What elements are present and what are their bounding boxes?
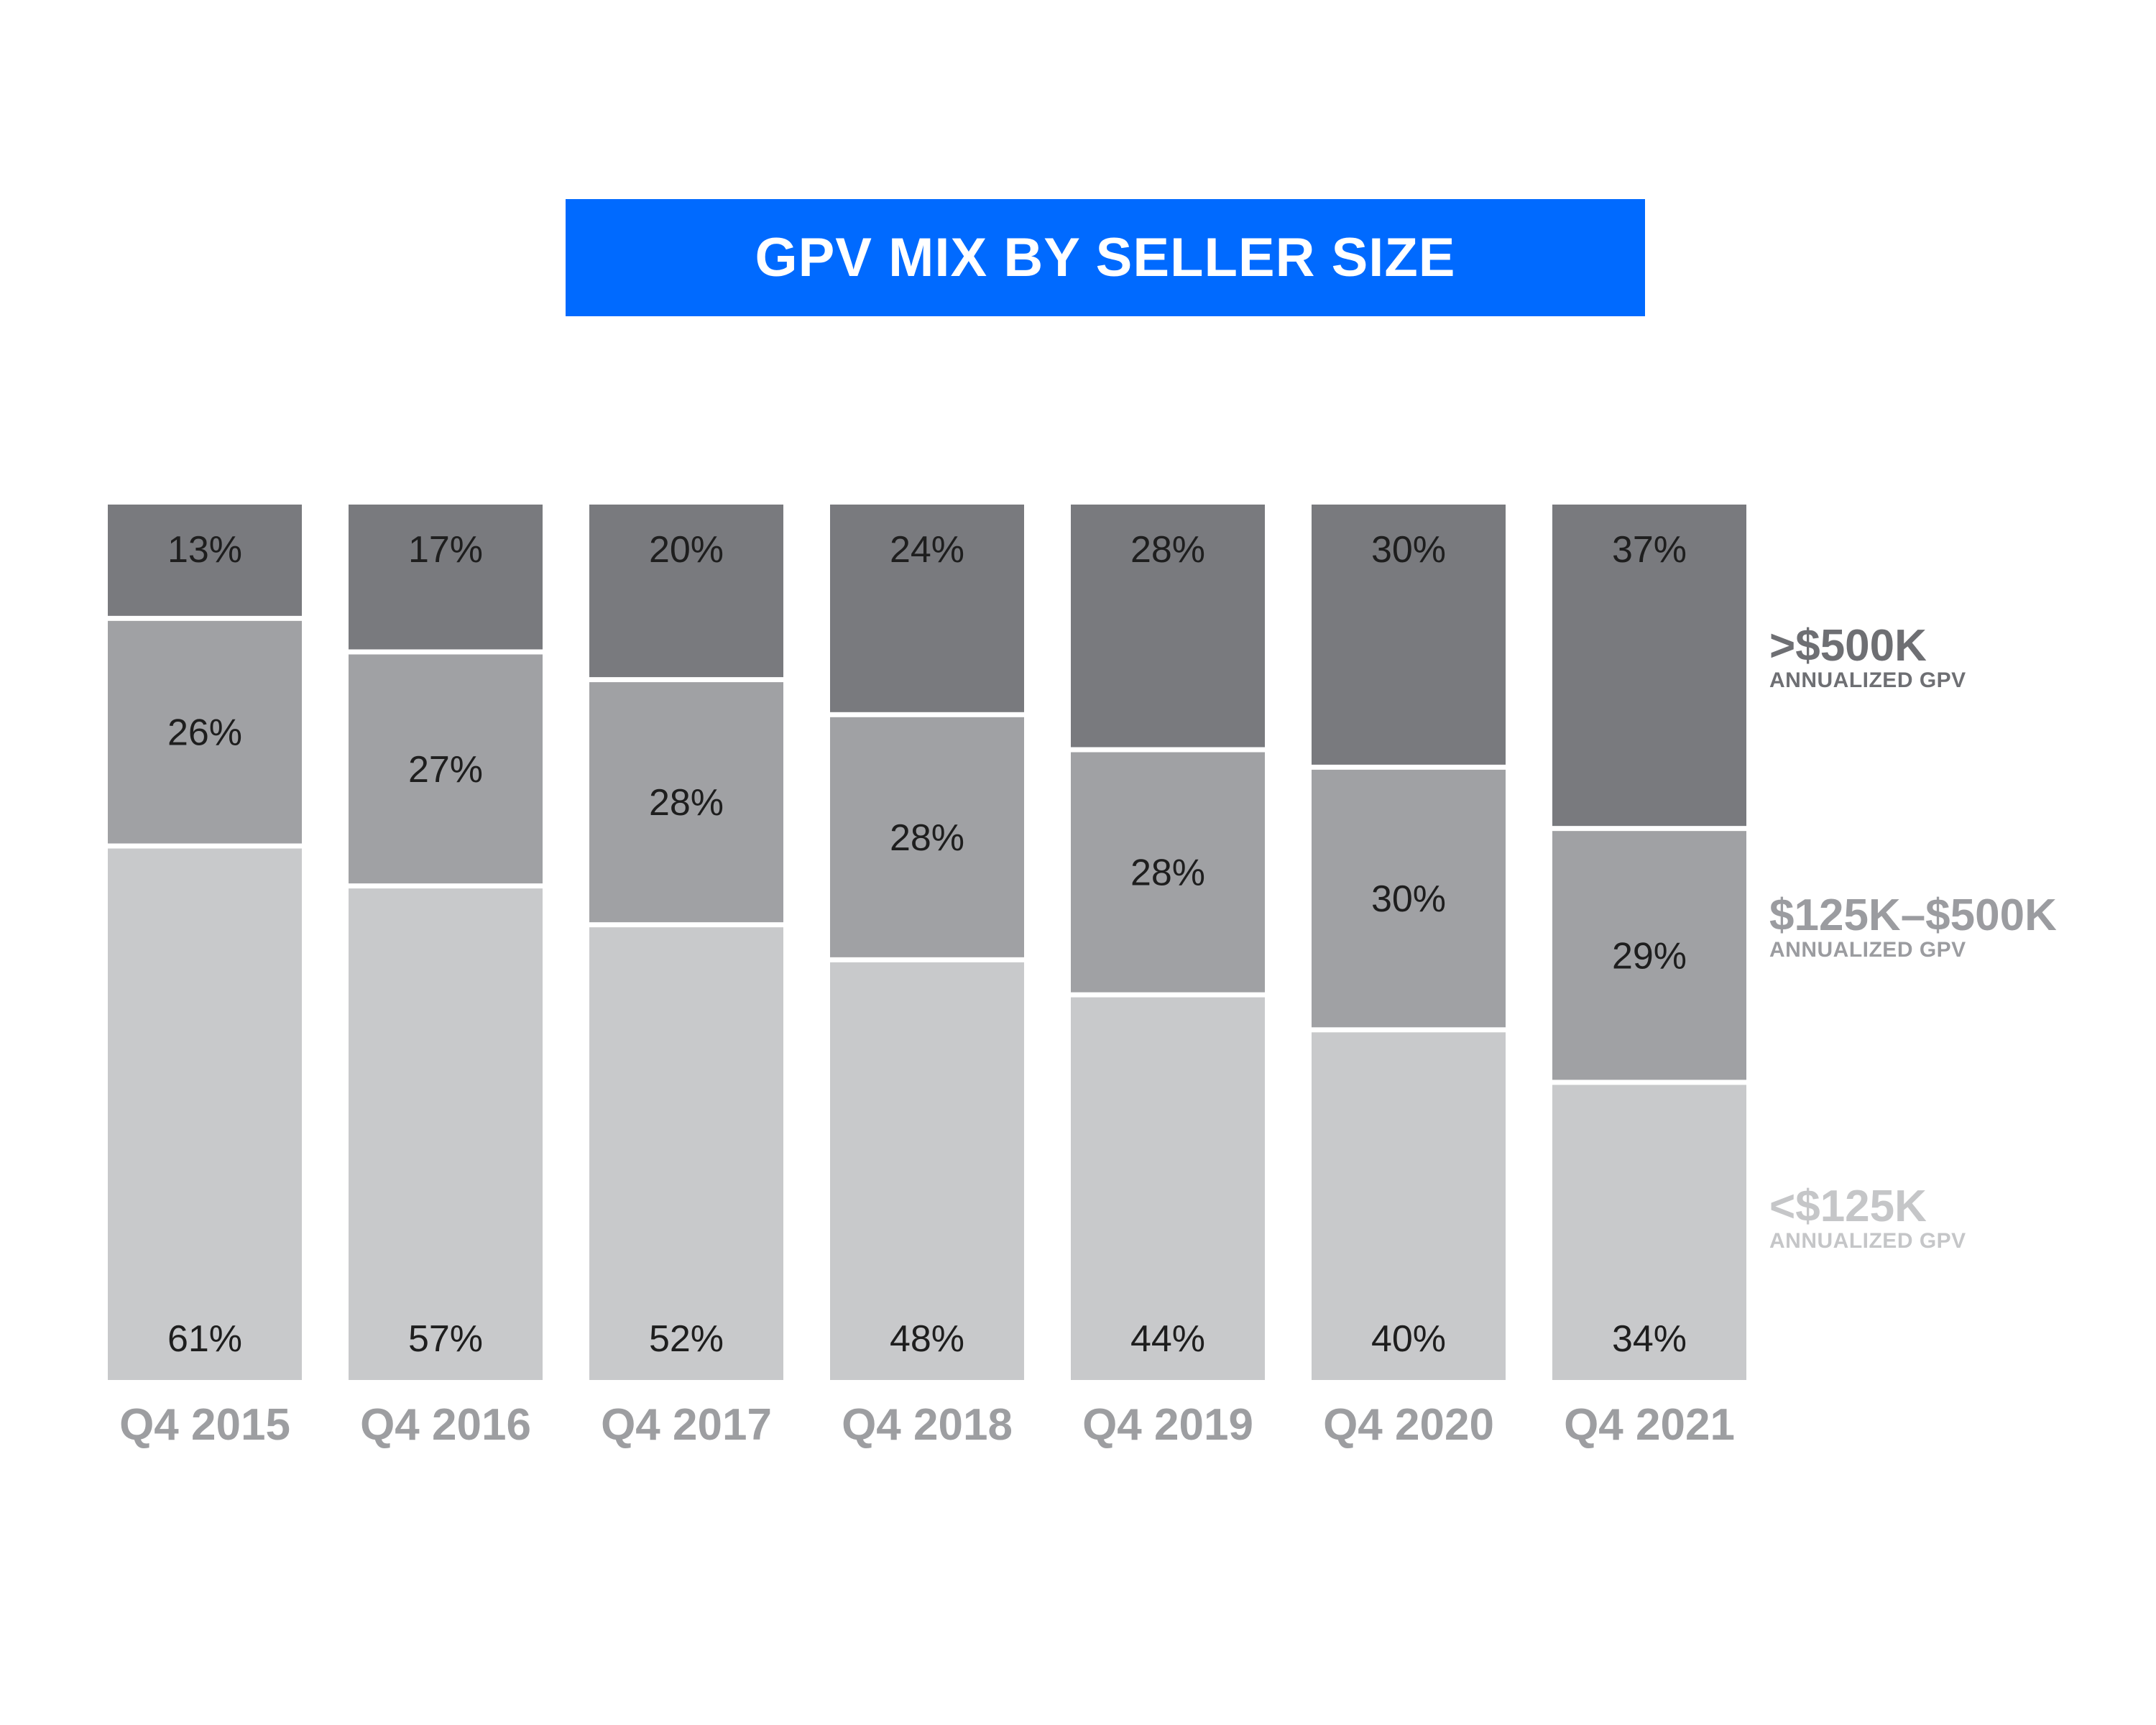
bar-segment-under-125k-5: [1071, 995, 1265, 1380]
bar-separator: [830, 957, 1024, 962]
data-label-125k-500k-7: 29%: [1612, 935, 1687, 977]
data-label-over-500k-5: 28%: [1130, 529, 1205, 571]
bar-segment-125k-500k-7: [1552, 828, 1746, 1082]
data-label-under-125k-5: 44%: [1130, 1318, 1205, 1360]
data-label-under-125k-3: 52%: [649, 1318, 724, 1360]
bar-segment-under-125k-7: [1552, 1082, 1746, 1380]
bar-segment-under-125k-2: [349, 886, 543, 1380]
category-label-2: Q4 2016: [360, 1400, 531, 1450]
bar-separator: [1552, 1080, 1746, 1085]
bar-segment-125k-500k-1: [108, 618, 302, 847]
bar-separator: [349, 883, 543, 889]
data-label-under-125k-7: 34%: [1612, 1318, 1687, 1360]
category-label-4: Q4 2018: [842, 1400, 1013, 1450]
legend-title-under-125k: <$125K: [1769, 1182, 1927, 1231]
legend-item-over-500k: >$500K ANNUALIZED GPV: [1769, 624, 2143, 693]
legend-sub-over-500k: ANNUALIZED GPV: [1769, 668, 1966, 692]
bar-separator: [589, 922, 783, 928]
bar-segment-over-500k-4: [830, 505, 1024, 715]
bar-separator: [1552, 826, 1746, 832]
bar-segment-125k-500k-2: [349, 652, 543, 886]
bar-segment-over-500k-7: [1552, 505, 1746, 829]
data-label-under-125k-4: 48%: [890, 1318, 964, 1360]
bar-separator: [108, 843, 302, 849]
bar-segment-under-125k-4: [830, 960, 1024, 1380]
data-label-over-500k-2: 17%: [408, 529, 483, 571]
data-label-under-125k-1: 61%: [167, 1318, 242, 1360]
data-label-over-500k-6: 30%: [1371, 529, 1446, 571]
bar-segment-under-125k-6: [1312, 1029, 1506, 1380]
bar-segment-over-500k-1: [108, 505, 302, 619]
data-label-125k-500k-1: 26%: [167, 712, 242, 754]
bar-separator: [830, 712, 1024, 717]
bar-separator: [108, 615, 302, 621]
bar-segment-125k-500k-6: [1312, 767, 1506, 1030]
data-label-125k-500k-5: 28%: [1130, 852, 1205, 894]
bar-separator: [349, 649, 543, 655]
data-label-125k-500k-4: 28%: [890, 817, 964, 859]
category-label-3: Q4 2017: [601, 1400, 772, 1450]
data-label-125k-500k-6: 30%: [1371, 878, 1446, 920]
chart-title: GPV MIX BY SELLER SIZE: [755, 227, 1456, 288]
bar-separator: [589, 677, 783, 683]
data-label-over-500k-1: 13%: [167, 529, 242, 571]
data-label-over-500k-7: 37%: [1612, 529, 1687, 571]
bar-segment-over-500k-3: [589, 505, 783, 680]
legend-item-125k-500k: $125K–$500K ANNUALIZED GPV: [1769, 893, 2143, 962]
data-label-under-125k-2: 57%: [408, 1318, 483, 1360]
bar-segment-over-500k-5: [1071, 505, 1265, 750]
bar-segment-125k-500k-3: [589, 679, 783, 925]
bar-segment-under-125k-3: [589, 924, 783, 1380]
bar-segment-over-500k-2: [349, 505, 543, 653]
bar-segment-125k-500k-5: [1071, 750, 1265, 995]
bar-separator: [1312, 764, 1506, 770]
data-label-125k-500k-3: 28%: [649, 782, 724, 824]
bar-separator: [1071, 747, 1265, 753]
legend-item-under-125k: <$125K ANNUALIZED GPV: [1769, 1184, 2143, 1254]
category-label-7: Q4 2021: [1564, 1400, 1735, 1450]
legend-sub-125k-500k: ANNUALIZED GPV: [1769, 938, 1966, 962]
bar-separator: [1071, 992, 1265, 998]
legend-title-over-500k: >$500K: [1769, 621, 1927, 671]
data-label-under-125k-6: 40%: [1371, 1318, 1446, 1360]
category-label-5: Q4 2019: [1082, 1400, 1253, 1450]
legend-title-125k-500k: $125K–$500K: [1769, 891, 2057, 940]
bar-segment-under-125k-1: [108, 846, 302, 1380]
bar-segment-over-500k-6: [1312, 505, 1506, 768]
bar-separator: [1312, 1027, 1506, 1033]
category-label-1: Q4 2015: [119, 1400, 290, 1450]
data-label-over-500k-3: 20%: [649, 529, 724, 571]
legend-sub-under-125k: ANNUALIZED GPV: [1769, 1229, 1966, 1253]
data-label-over-500k-4: 24%: [890, 529, 964, 571]
bar-segment-125k-500k-4: [830, 714, 1024, 960]
data-label-125k-500k-2: 27%: [408, 749, 483, 791]
chart-title-banner: GPV MIX BY SELLER SIZE: [566, 199, 1645, 316]
category-label-6: Q4 2020: [1323, 1400, 1494, 1450]
